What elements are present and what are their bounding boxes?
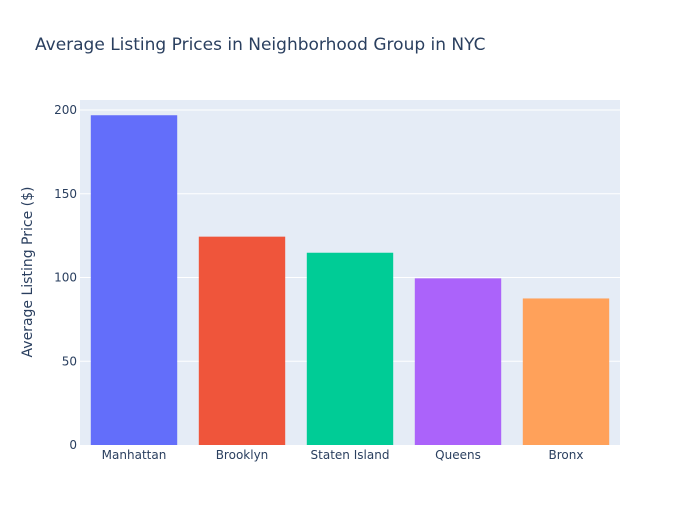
y-tick-label: 0 (69, 438, 77, 452)
y-axis-title: Average Listing Price ($) (20, 187, 36, 358)
bar-brooklyn[interactable] (198, 236, 286, 445)
x-tick-label: Bronx (549, 448, 584, 462)
y-tick-label: 200 (54, 103, 77, 117)
chart-title: Average Listing Prices in Neighborhood G… (35, 35, 485, 55)
bars (90, 115, 610, 445)
y-tick-label: 50 (62, 354, 77, 368)
bar-manhattan[interactable] (90, 115, 178, 445)
bar-staten-island[interactable] (306, 252, 394, 445)
y-axis-ticks: 0 50 100 150 200 (54, 103, 77, 452)
x-tick-label: Queens (435, 448, 481, 462)
x-axis-ticks: Manhattan Brooklyn Staten Island Queens Bron… (102, 448, 584, 462)
y-tick-label: 100 (54, 271, 77, 285)
bar-queens[interactable] (414, 278, 502, 445)
y-tick-label: 150 (54, 187, 77, 201)
x-tick-label: Staten Island (311, 448, 390, 462)
x-tick-label: Brooklyn (216, 448, 269, 462)
x-tick-label: Manhattan (102, 448, 167, 462)
bar-bronx[interactable] (522, 298, 610, 445)
